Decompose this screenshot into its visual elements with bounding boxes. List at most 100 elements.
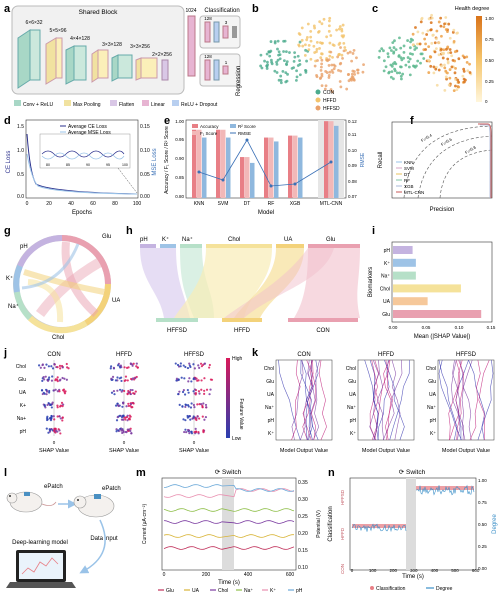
svg-text:UA: UA — [383, 299, 391, 305]
svg-text:500: 500 — [451, 568, 459, 573]
svg-text:Glu: Glu — [348, 379, 356, 385]
m-ylabel: Current (μA·cm⁻²) — [142, 504, 148, 545]
panel-a-legend: Conv + ReLU Max Pooling Flatten Linear R… — [14, 100, 218, 108]
svg-text:High: High — [232, 356, 243, 362]
svg-text:pH: pH — [20, 244, 28, 250]
classification-title: Classification — [204, 8, 239, 14]
svg-text:0: 0 — [193, 440, 196, 445]
svg-text:0: 0 — [485, 99, 488, 104]
panel-letter-g: g — [4, 225, 11, 237]
svg-text:Model Output Value: Model Output Value — [362, 448, 410, 454]
svg-text:0: 0 — [53, 440, 56, 445]
svg-text:Na⁺: Na⁺ — [427, 405, 436, 411]
svg-text:0.5: 0.5 — [17, 172, 24, 178]
svg-text:0.07: 0.07 — [348, 194, 357, 199]
svg-text:1.5: 1.5 — [17, 124, 24, 130]
svg-text:400: 400 — [431, 568, 439, 573]
svg-text:HFFSD: HFFSD — [167, 328, 188, 334]
svg-text:CON: CON — [316, 328, 329, 334]
svg-text:40: 40 — [68, 201, 74, 207]
svg-text:0: 0 — [123, 440, 126, 445]
svg-text:0.12: 0.12 — [348, 119, 357, 124]
svg-text:Glu: Glu — [428, 379, 436, 385]
svg-text:Glu: Glu — [102, 234, 111, 240]
sensor-trace — [163, 546, 295, 550]
shared-block-title: Shared Block — [79, 9, 118, 16]
svg-text:0.30: 0.30 — [298, 497, 308, 503]
n-switch-region — [406, 478, 416, 570]
svg-text:Chol: Chol — [264, 366, 274, 372]
svg-text:Na⁺: Na⁺ — [244, 588, 253, 594]
panel-g: g Glu UA Chol Na⁺ K⁺ pH — [0, 222, 120, 342]
svg-text:Na⁺: Na⁺ — [265, 405, 274, 411]
layer-dim-6: 2×2×256 — [152, 52, 172, 58]
svg-text:0.00: 0.00 — [389, 325, 398, 330]
svg-text:HFFD: HFFD — [234, 328, 251, 334]
svg-text:1.00: 1.00 — [175, 119, 184, 124]
panel-letter-h: h — [126, 225, 133, 237]
svg-text:KNN: KNN — [194, 201, 205, 207]
chord-arc-chol — [27, 315, 88, 334]
svg-text:Accuracy: Accuracy — [200, 124, 219, 129]
metric-bar — [221, 129, 226, 198]
panel-h: h pH K⁺ Na⁺ Chol UA Glu HFFSD HFFD CON — [124, 222, 364, 342]
metric-bar — [274, 141, 279, 198]
svg-text:Feature Value: Feature Value — [238, 398, 244, 429]
metric-bar — [202, 137, 207, 198]
panel-m: m ⟳ Switch 0 200 400 600 0.35 0.30 0.25 0.20 0.… — [134, 464, 324, 596]
metric-bar — [329, 121, 334, 198]
panel-letter-e: e — [164, 115, 170, 127]
svg-text:pH: pH — [140, 237, 148, 243]
tsne-scatter — [259, 16, 365, 94]
svg-text:0.10: 0.10 — [140, 148, 150, 154]
svg-text:Na⁺: Na⁺ — [8, 303, 19, 310]
svg-text:0: 0 — [163, 572, 166, 578]
metric-bar — [298, 137, 303, 198]
panel-letter-f: f — [410, 115, 414, 127]
svg-text:SHAP Value: SHAP Value — [39, 448, 69, 454]
svg-text:95: 95 — [106, 163, 110, 167]
degree-trace — [351, 484, 475, 533]
svg-text:Chol: Chol — [16, 364, 26, 370]
svg-text:Glu: Glu — [266, 379, 274, 385]
f-xlabel: Precision — [430, 207, 455, 213]
d-xlabel: Epochs — [72, 210, 92, 216]
n-ylabel-right: Degree — [492, 514, 498, 534]
svg-text:K⁺: K⁺ — [350, 431, 356, 437]
svg-text:Na+: Na+ — [17, 416, 26, 422]
svg-text:0.15: 0.15 — [140, 124, 150, 130]
svg-text:400: 400 — [244, 572, 253, 578]
metric-bar — [324, 121, 329, 198]
svg-text:200: 200 — [202, 572, 211, 578]
panel-letter-d: d — [4, 115, 11, 127]
panel-letter-j: j — [3, 347, 7, 359]
svg-text:K+: K+ — [20, 403, 26, 409]
svg-text:0.05: 0.05 — [140, 172, 150, 178]
svg-text:0.0: 0.0 — [17, 194, 24, 200]
panel-letter-m: m — [136, 467, 146, 479]
svg-text:100: 100 — [122, 163, 128, 167]
svg-text:Glu: Glu — [18, 377, 26, 383]
svg-text:Na⁺: Na⁺ — [381, 274, 390, 280]
svg-text:0.11: 0.11 — [348, 132, 357, 137]
panel-k: k CON Chol Glu UA Na⁺ pH K⁺ Model Output Value H… — [248, 344, 500, 460]
svg-text:UA: UA — [429, 392, 437, 398]
rmse-line — [198, 139, 332, 187]
svg-text:Chol: Chol — [228, 237, 240, 243]
feature-value-colorbar — [226, 358, 230, 438]
sensor-trace — [163, 534, 294, 538]
svg-text:HFFSD: HFFSD — [323, 106, 340, 112]
svg-text:HFFSD: HFFSD — [456, 352, 477, 358]
svg-text:0: 0 — [351, 568, 354, 573]
laptop-icon — [6, 550, 76, 588]
n-switch-title: ⟳ Switch — [399, 469, 426, 476]
svg-text:R² Score: R² Score — [238, 124, 256, 129]
shap-bar — [393, 271, 416, 280]
svg-text:Data input: Data input — [90, 536, 118, 542]
sensor-traces — [163, 484, 295, 550]
d-ylabel-left: CE Loss — [6, 151, 12, 174]
svg-text:0.08: 0.08 — [348, 179, 357, 184]
panel-letter-l: l — [4, 467, 7, 479]
svg-text:Na⁺: Na⁺ — [347, 405, 356, 411]
svg-text:0.90: 0.90 — [175, 156, 184, 161]
